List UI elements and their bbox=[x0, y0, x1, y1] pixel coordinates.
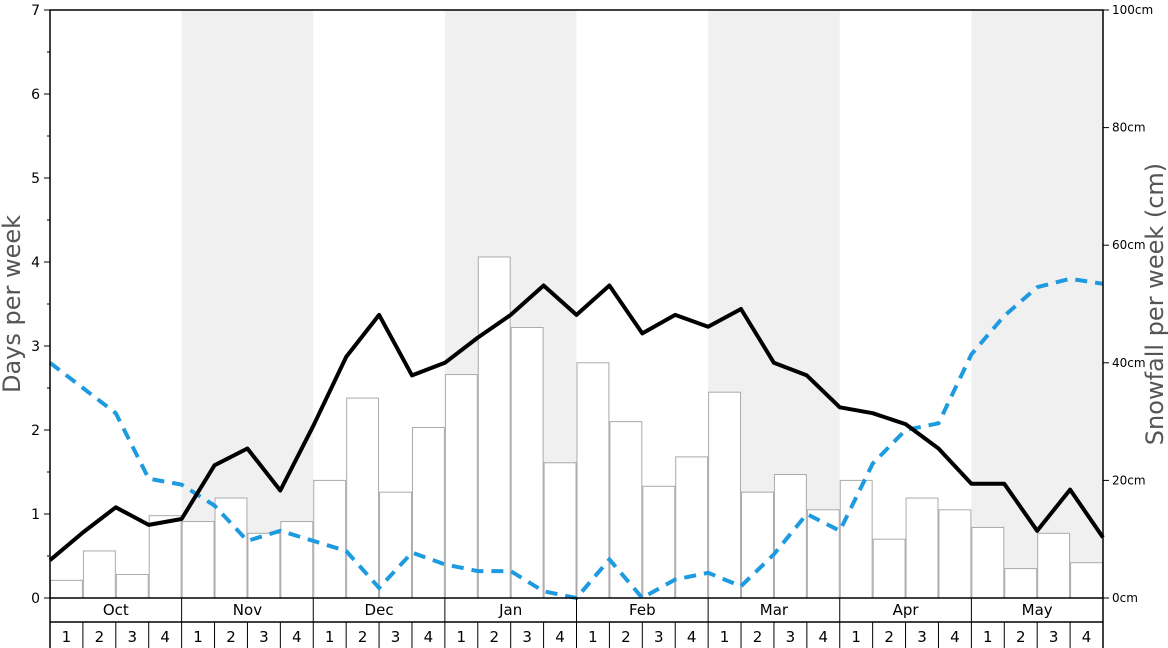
week-label: 1 bbox=[851, 628, 861, 646]
week-label: 2 bbox=[226, 628, 236, 646]
snowfall-bar bbox=[477, 256, 511, 599]
snowfall-bar bbox=[576, 362, 610, 599]
week-label: 2 bbox=[884, 628, 894, 646]
snowfall-bar bbox=[247, 532, 281, 599]
week-label: 1 bbox=[983, 628, 993, 646]
solid-series-line bbox=[48, 283, 1105, 562]
week-label: 4 bbox=[819, 628, 829, 646]
week-label: 1 bbox=[62, 628, 72, 646]
week-label: 3 bbox=[786, 628, 796, 646]
month-label: May bbox=[1022, 601, 1053, 619]
left-tick-label: 1 bbox=[31, 507, 40, 523]
month-label: Jan bbox=[498, 601, 522, 619]
month-label: Oct bbox=[103, 601, 129, 619]
snowfall-bar bbox=[148, 515, 182, 599]
week-label: 2 bbox=[95, 628, 105, 646]
snowfall-bar bbox=[609, 421, 643, 599]
month-label: Mar bbox=[760, 601, 789, 619]
left-axis-title: Days per week bbox=[0, 215, 26, 393]
month-label: Nov bbox=[233, 601, 262, 619]
week-label: 1 bbox=[588, 628, 598, 646]
week-label: 4 bbox=[292, 628, 302, 646]
week-label: 3 bbox=[1049, 628, 1059, 646]
week-label: 1 bbox=[325, 628, 335, 646]
week-label: 2 bbox=[358, 628, 368, 646]
snowfall-bar bbox=[1004, 568, 1038, 599]
snowfall-bar bbox=[214, 497, 248, 599]
snowfall-bar bbox=[444, 374, 478, 599]
week-label: 1 bbox=[457, 628, 467, 646]
snowfall-bar bbox=[379, 491, 412, 599]
left-tick-label: 5 bbox=[31, 171, 40, 187]
right-tick-label: 80cm bbox=[1112, 121, 1146, 135]
week-label: 4 bbox=[424, 628, 434, 646]
month-label: Feb bbox=[629, 601, 656, 619]
week-label: 2 bbox=[621, 628, 631, 646]
week-label: 3 bbox=[522, 628, 532, 646]
week-label: 4 bbox=[1082, 628, 1092, 646]
week-label: 3 bbox=[259, 628, 269, 646]
week-label: 4 bbox=[950, 628, 960, 646]
week-label: 1 bbox=[720, 628, 730, 646]
month-shade-may bbox=[971, 10, 1103, 598]
snowfall-bar bbox=[708, 391, 742, 599]
left-tick-label: 7 bbox=[31, 3, 40, 19]
snowfall-bar bbox=[938, 509, 972, 599]
snowfall-bar bbox=[1070, 562, 1103, 599]
snowfall-bar bbox=[82, 550, 116, 599]
left-tick-label: 3 bbox=[31, 339, 40, 355]
left-tick-label: 2 bbox=[31, 423, 40, 439]
snowfall-bar bbox=[346, 397, 380, 599]
snowfall-bar bbox=[313, 479, 347, 599]
snowfall-bar bbox=[115, 573, 149, 599]
snowfall-bar bbox=[971, 526, 1005, 599]
week-label: 1 bbox=[193, 628, 203, 646]
week-label: 4 bbox=[160, 628, 170, 646]
week-label: 3 bbox=[917, 628, 927, 646]
snowfall-bar bbox=[872, 538, 906, 599]
snowfall-bar bbox=[280, 521, 314, 599]
week-label: 2 bbox=[1016, 628, 1026, 646]
snowfall-bar bbox=[806, 509, 840, 599]
week-label: 3 bbox=[127, 628, 137, 646]
snowfall-bar bbox=[543, 462, 577, 599]
snowfall-bar bbox=[181, 521, 215, 599]
snowfall-bar bbox=[50, 579, 83, 599]
week-label: 4 bbox=[687, 628, 697, 646]
right-axis-title: Snowfall per week (cm) bbox=[1141, 163, 1168, 445]
snowfall-bar bbox=[905, 497, 939, 599]
left-tick-label: 0 bbox=[31, 591, 40, 607]
snowfall-bar bbox=[411, 426, 445, 599]
right-tick-label: 20cm bbox=[1112, 473, 1146, 487]
right-tick-label: 60cm bbox=[1112, 238, 1146, 252]
month-label: Apr bbox=[893, 601, 920, 619]
left-tick-label: 6 bbox=[31, 87, 40, 103]
right-tick-label: 100cm bbox=[1112, 3, 1153, 17]
week-label: 3 bbox=[391, 628, 401, 646]
left-tick-label: 4 bbox=[31, 255, 40, 271]
snowfall-bar bbox=[1037, 532, 1071, 599]
snowfall-bar bbox=[642, 485, 676, 599]
right-tick-label: 0cm bbox=[1112, 591, 1138, 605]
week-label: 4 bbox=[555, 628, 565, 646]
right-tick-label: 40cm bbox=[1112, 356, 1146, 370]
week-label: 2 bbox=[489, 628, 499, 646]
week-label: 3 bbox=[654, 628, 664, 646]
week-label: 2 bbox=[753, 628, 763, 646]
snowfall-bar bbox=[510, 327, 544, 599]
month-label: Dec bbox=[365, 601, 394, 619]
